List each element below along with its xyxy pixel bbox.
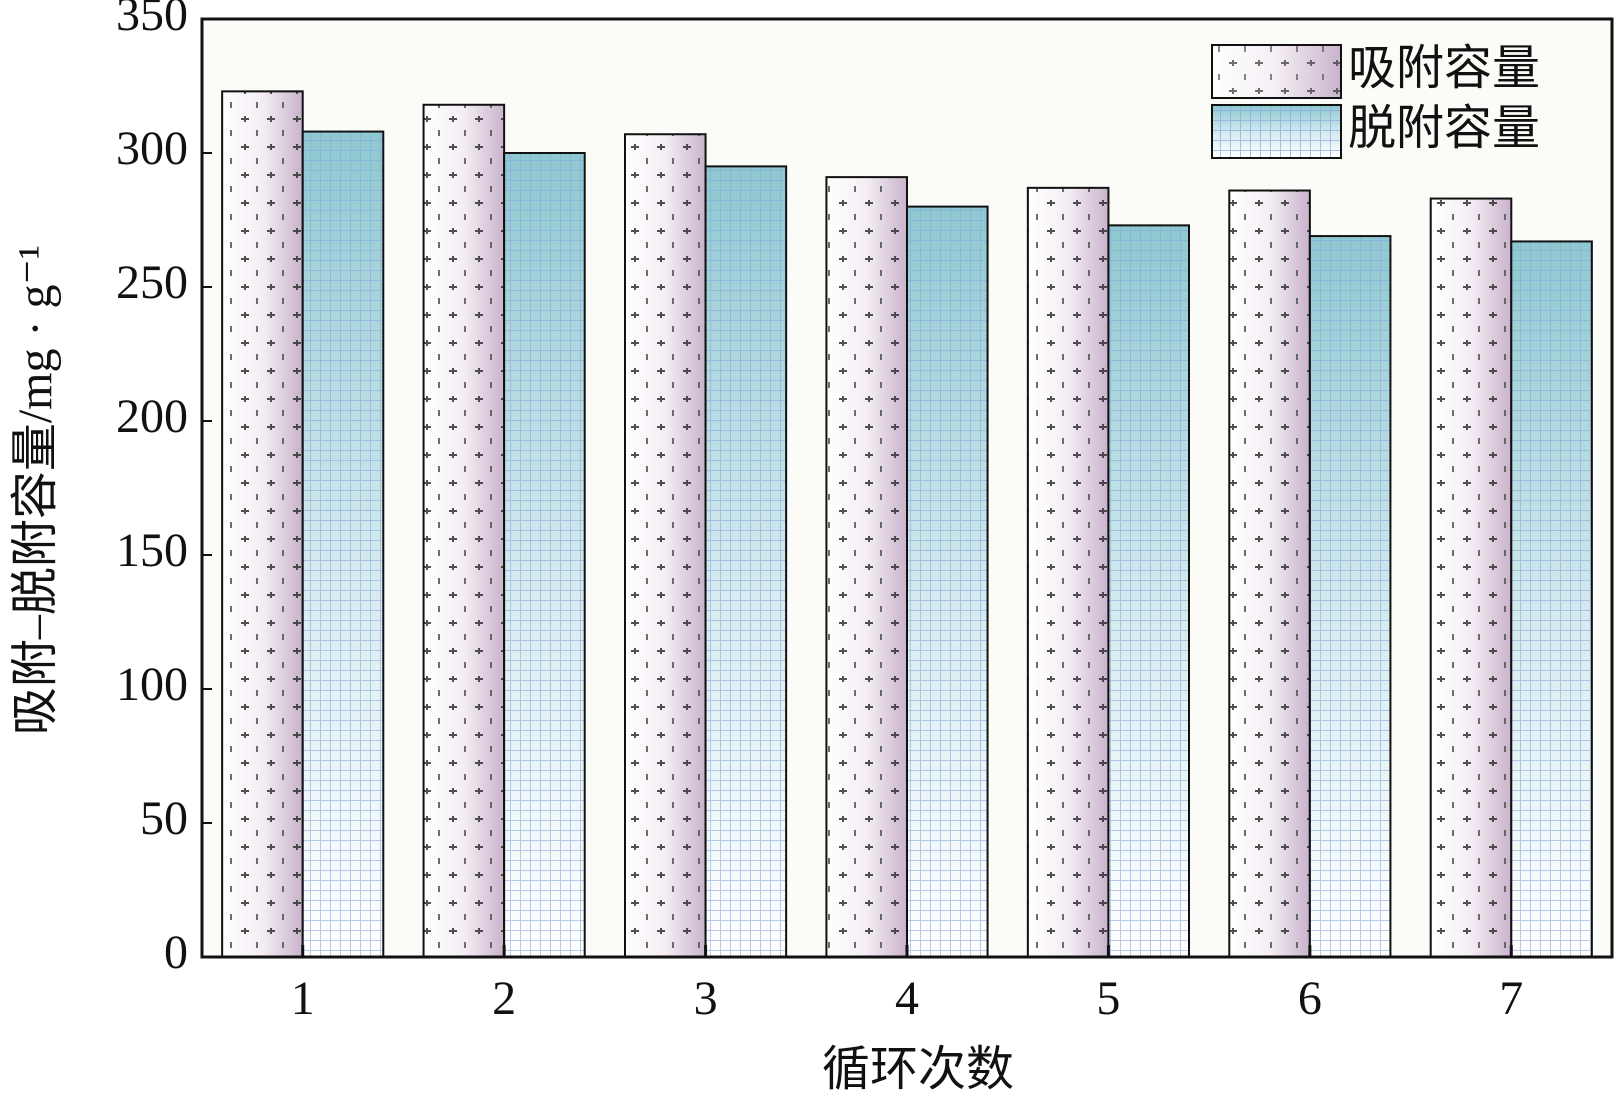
y-tick-label: 250 [116, 256, 188, 309]
bar [624, 133, 707, 959]
bar [422, 103, 506, 958]
x-tick-label: 3 [694, 972, 718, 1025]
bar [1429, 197, 1513, 958]
bar [906, 205, 989, 959]
y-tick-label: 150 [116, 524, 188, 577]
bar-part [504, 153, 585, 957]
x-tick-label: 5 [1096, 972, 1120, 1025]
bar-part [705, 166, 787, 957]
bar-part [907, 206, 988, 958]
bar-part [1511, 241, 1592, 957]
x-tick-label: 1 [291, 972, 315, 1025]
bar [1510, 240, 1593, 958]
y-tick-label: 350 [116, 0, 188, 41]
y-axis-label: 吸附–脱附容量/mg · g⁻¹ [9, 245, 62, 735]
bar-part [302, 131, 384, 957]
legend-label: 吸附容量 [1348, 42, 1540, 95]
x-tick-label: 2 [492, 972, 516, 1025]
y-tick-label: 100 [116, 658, 188, 711]
bar [1308, 235, 1392, 958]
y-tick-label: 300 [116, 122, 188, 175]
y-tick-label: 50 [140, 792, 188, 845]
bar [1228, 189, 1311, 958]
x-axis-label: 循环次数 [822, 1043, 1014, 1096]
y-tick-label: 0 [164, 926, 188, 979]
legend-swatch-border [1211, 104, 1342, 159]
x-tick-label: 6 [1298, 972, 1322, 1025]
bar-part [826, 177, 907, 957]
y-tick-label: 200 [116, 390, 188, 443]
bar-part [1229, 190, 1310, 957]
bar-part [625, 134, 706, 958]
bar [1026, 186, 1110, 958]
bar-part [1430, 198, 1512, 957]
bar-part [423, 104, 505, 957]
bar [825, 176, 909, 958]
legend-swatch [1212, 45, 1341, 98]
bar-part [1309, 236, 1391, 957]
bar [301, 130, 385, 958]
legend-label: 脱附容量 [1348, 102, 1540, 155]
bar [1107, 224, 1191, 959]
bar [704, 165, 788, 958]
legend-swatch-border [1211, 44, 1342, 99]
bar-part [222, 91, 303, 958]
bar-part [1108, 225, 1189, 958]
bar [221, 90, 304, 959]
bar-part [1027, 187, 1109, 958]
x-tick-label: 4 [895, 972, 919, 1025]
legend-swatch [1212, 105, 1341, 158]
plot-frame [200, 17, 1614, 959]
x-tick-label: 7 [1499, 972, 1523, 1025]
bar [503, 152, 586, 958]
